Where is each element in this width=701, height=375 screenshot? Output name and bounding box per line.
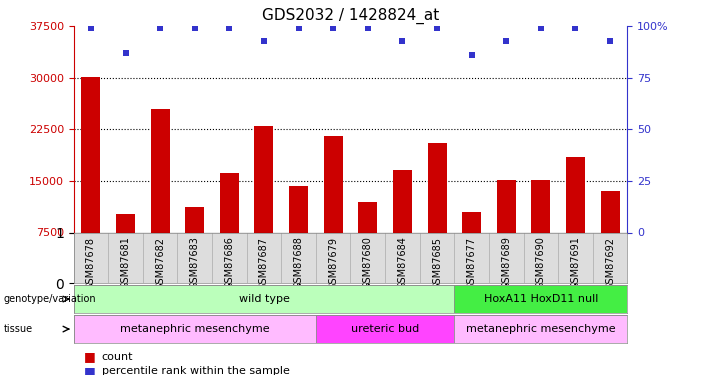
Text: GSM87685: GSM87685	[432, 237, 442, 290]
Text: percentile rank within the sample: percentile rank within the sample	[102, 366, 290, 375]
Text: count: count	[102, 352, 133, 362]
Text: GSM87680: GSM87680	[363, 237, 373, 290]
Bar	[454, 315, 627, 343]
Text: tissue: tissue	[4, 324, 33, 334]
Bar	[497, 180, 516, 232]
Bar	[601, 191, 620, 232]
Text: HoxA11 HoxD11 null: HoxA11 HoxD11 null	[484, 294, 598, 304]
Text: wild type: wild type	[238, 294, 290, 304]
Text: GSM87679: GSM87679	[328, 237, 338, 290]
Text: GSM87682: GSM87682	[155, 237, 165, 290]
Text: GSM87689: GSM87689	[501, 237, 511, 290]
Bar	[393, 170, 412, 232]
Bar	[454, 285, 627, 313]
Text: ureteric bud: ureteric bud	[351, 324, 419, 334]
Text: GSM87691: GSM87691	[571, 237, 580, 290]
Bar	[316, 315, 454, 343]
Text: GSM87686: GSM87686	[224, 237, 234, 290]
Bar	[74, 315, 316, 343]
Text: GSM87684: GSM87684	[397, 237, 407, 290]
Text: ■: ■	[84, 351, 96, 363]
Text: GSM87683: GSM87683	[190, 237, 200, 290]
Bar	[428, 143, 447, 232]
Bar	[151, 109, 170, 232]
Bar	[74, 285, 454, 313]
Bar	[220, 172, 239, 232]
Bar	[324, 136, 343, 232]
Text: GSM87692: GSM87692	[605, 237, 615, 290]
Text: GSM87677: GSM87677	[467, 237, 477, 290]
Bar	[289, 186, 308, 232]
Text: GSM87681: GSM87681	[121, 237, 130, 290]
Text: GSM87678: GSM87678	[86, 237, 96, 290]
Bar	[531, 180, 550, 232]
Text: GSM87688: GSM87688	[294, 237, 304, 290]
Text: GSM87690: GSM87690	[536, 237, 546, 290]
Bar	[566, 157, 585, 232]
Text: metanephric mesenchyme: metanephric mesenchyme	[466, 324, 615, 334]
Bar	[116, 214, 135, 232]
Text: ■: ■	[84, 365, 96, 375]
Bar	[254, 126, 273, 232]
Text: GSM87687: GSM87687	[259, 237, 269, 290]
Bar	[462, 212, 481, 232]
Title: GDS2032 / 1428824_at: GDS2032 / 1428824_at	[262, 7, 439, 24]
Text: genotype/variation: genotype/variation	[4, 294, 96, 304]
Bar	[185, 207, 204, 232]
Bar	[81, 77, 100, 232]
Bar	[358, 202, 377, 232]
Text: metanephric mesenchyme: metanephric mesenchyme	[120, 324, 270, 334]
